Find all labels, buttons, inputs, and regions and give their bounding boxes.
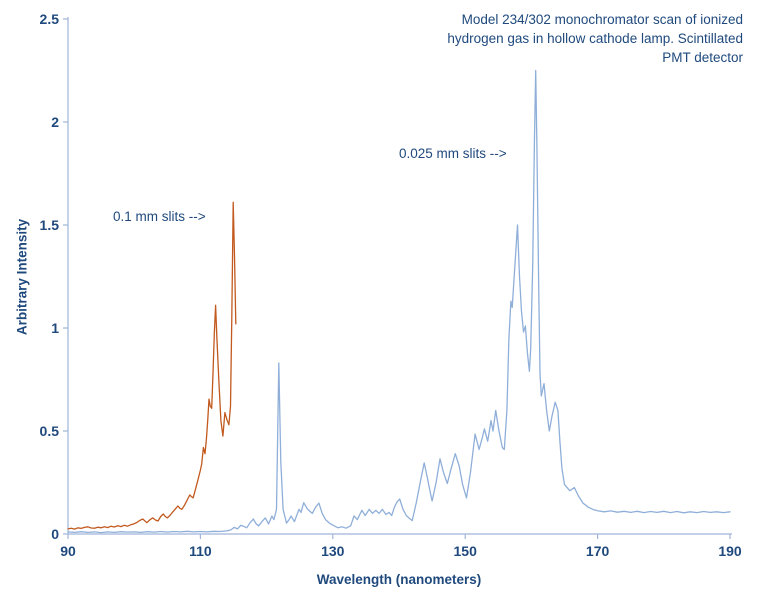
- y-tick-label: 2: [51, 114, 59, 130]
- x-tick-label: 190: [718, 543, 742, 559]
- annotation-0.1mm-slits: 0.1 mm slits -->: [113, 209, 206, 224]
- series-line-0-025-mm-slits: [67, 69, 731, 534]
- series-line-0-1-mm-slits: [67, 201, 237, 530]
- y-tick-label: 1: [51, 320, 59, 336]
- y-axis-title: Arbitrary Intensity: [14, 218, 30, 336]
- x-tick-label: 110: [189, 543, 212, 559]
- y-tick-label: 0: [51, 526, 59, 542]
- chart-title-line-2: hydrogen gas in hollow cathode lamp. Sci…: [447, 31, 743, 46]
- chart-title-line-1: Model 234/302 monochromator scan of ioni…: [461, 12, 743, 27]
- x-axis-title: Wavelength (nanometers): [316, 572, 482, 587]
- y-tick-label: 2.5: [40, 11, 60, 27]
- x-tick-label: 150: [454, 543, 478, 559]
- chart-title: Model 234/302 monochromator scan of ioni…: [373, 10, 743, 67]
- x-tick-label: 130: [321, 543, 345, 559]
- y-tick-label: 0.5: [40, 423, 60, 439]
- annotation-0.025mm-slits: 0.025 mm slits -->: [399, 146, 507, 161]
- x-tick-label: 90: [60, 543, 76, 559]
- y-tick-label: 1.5: [40, 217, 60, 233]
- x-tick-label: 170: [586, 543, 610, 559]
- chart-title-line-3: PMT detector: [662, 50, 743, 65]
